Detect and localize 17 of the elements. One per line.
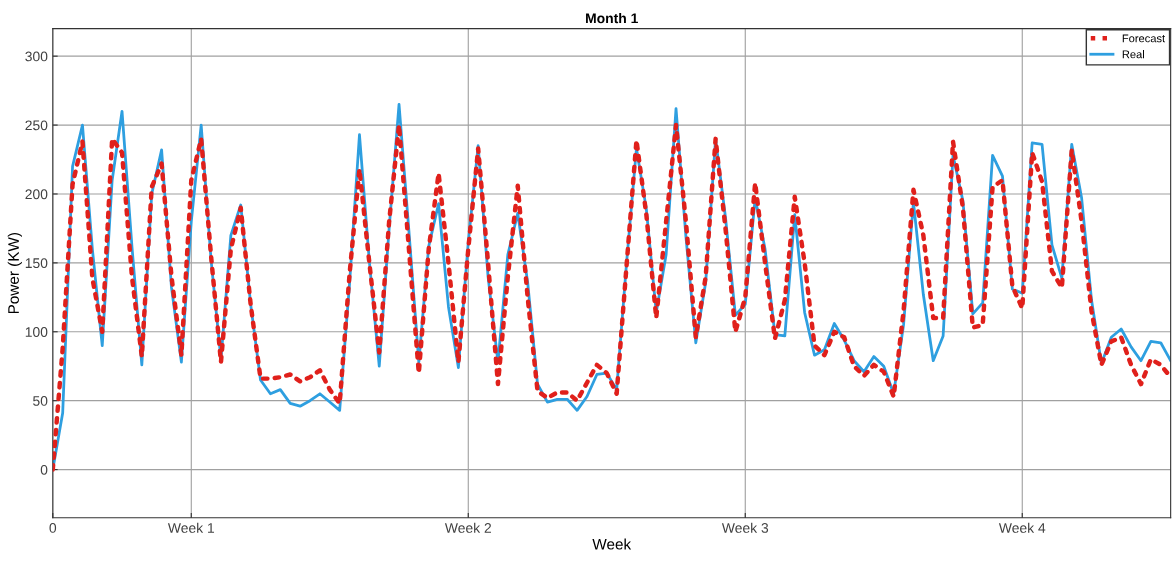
legend-label: Real xyxy=(1122,50,1144,59)
y-tick-label: 100 xyxy=(25,327,48,337)
y-axis-title: Power (KW) xyxy=(7,232,22,314)
legend-label: Forecast xyxy=(1122,34,1166,43)
x-tick-label: Week 4 xyxy=(998,522,1046,533)
chart-title: Month 1 xyxy=(586,12,638,24)
y-tick-label: 150 xyxy=(25,258,48,269)
x-tick-label: 0 xyxy=(49,523,57,533)
y-tick-label: 250 xyxy=(25,120,48,131)
x-tick-label: Week 3 xyxy=(721,522,769,533)
x-axis-title: Week xyxy=(592,538,632,550)
y-tick-label: 0 xyxy=(40,464,48,475)
y-tick-label: 200 xyxy=(25,189,48,200)
y-tick-label: 300 xyxy=(25,51,48,62)
x-tick-label: Week 2 xyxy=(444,522,491,533)
x-tick-label: Week 1 xyxy=(167,522,215,533)
y-tick-label: 50 xyxy=(33,396,48,406)
